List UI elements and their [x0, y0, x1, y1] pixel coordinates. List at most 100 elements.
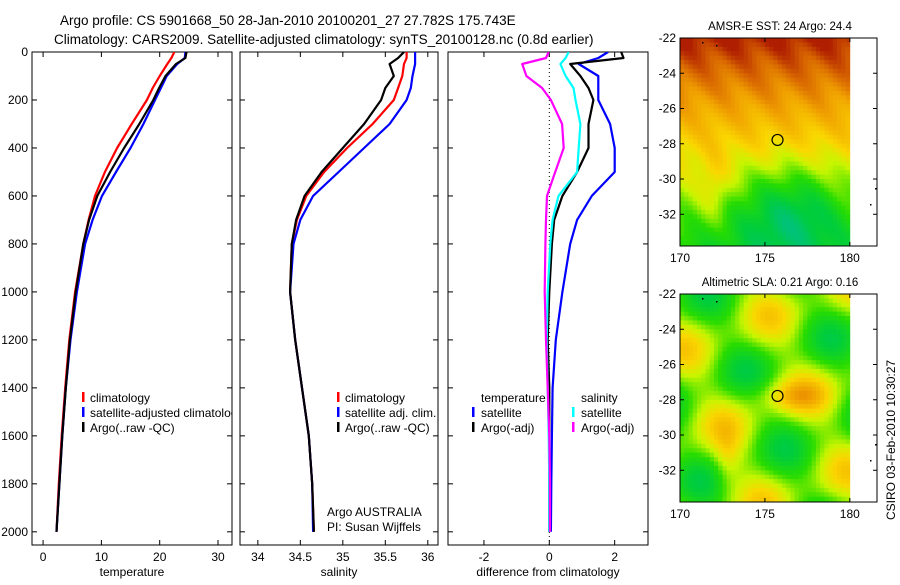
map-cell	[680, 404, 685, 409]
map-cell	[790, 68, 795, 74]
map-cell	[824, 368, 829, 374]
map-cell	[815, 179, 821, 184]
map-cell	[760, 77, 766, 83]
map-cell	[760, 333, 766, 339]
map-cell	[811, 452, 817, 458]
map-cell	[786, 218, 791, 224]
map-cell	[824, 479, 829, 484]
map-cell	[680, 90, 685, 96]
map-cell	[684, 117, 689, 123]
map-cell	[747, 413, 753, 418]
map-cell	[697, 64, 702, 70]
map-cell	[798, 55, 804, 61]
map-cell	[794, 46, 800, 52]
map-cell	[701, 227, 706, 233]
map-cell	[718, 99, 723, 105]
map-cell	[824, 152, 829, 158]
map-cell	[769, 430, 774, 436]
map-cell	[760, 474, 766, 480]
map-cell	[769, 307, 774, 312]
map-cell	[828, 130, 834, 136]
map-cell	[735, 487, 740, 493]
map-cell	[756, 148, 761, 153]
map-cell	[837, 55, 842, 61]
map-cell	[803, 90, 808, 96]
map-cell	[841, 51, 846, 56]
map-cell	[803, 46, 808, 52]
map-cell	[680, 386, 685, 392]
map-cell	[684, 302, 689, 308]
map-cell	[756, 112, 761, 118]
map-cell	[777, 461, 783, 467]
map-cell	[692, 77, 698, 83]
map-cell	[845, 148, 851, 153]
map-cell	[726, 448, 732, 453]
map-cell	[841, 148, 846, 153]
map-cell	[680, 152, 685, 158]
map-cell	[786, 311, 791, 317]
map-cell	[777, 316, 783, 321]
map-cell	[828, 373, 834, 379]
map-cell	[811, 487, 817, 493]
map-cell	[718, 46, 723, 52]
map-cell	[807, 55, 812, 61]
map-cell	[735, 227, 740, 233]
map-cell	[735, 439, 740, 445]
map-cell	[718, 60, 723, 65]
map-cell	[841, 377, 846, 383]
map-cell	[726, 55, 732, 61]
map-cell	[815, 408, 821, 414]
map-cell	[739, 496, 744, 502]
map-cell	[769, 351, 774, 357]
map-cell	[730, 311, 736, 317]
map-cell	[714, 355, 719, 361]
map-cell	[845, 329, 851, 335]
map-cell	[760, 465, 766, 471]
map-cell	[730, 435, 736, 440]
map-cell	[803, 408, 808, 414]
map-cell	[777, 373, 783, 379]
map-cell	[688, 307, 694, 312]
map-cell	[828, 104, 834, 109]
map-cell	[730, 355, 736, 361]
map-cell	[730, 408, 736, 414]
map-cell	[773, 443, 778, 449]
map-cell	[790, 46, 795, 52]
map-cell	[709, 240, 715, 246]
map-cell	[803, 82, 808, 87]
map-cell	[730, 474, 736, 480]
map-cell	[773, 421, 778, 427]
map-cell	[811, 82, 817, 87]
map-cell	[764, 51, 770, 56]
map-cell	[828, 126, 834, 131]
map-cell	[807, 360, 812, 365]
map-cell	[824, 187, 829, 193]
map-cell	[811, 112, 817, 118]
map-cell	[777, 298, 783, 304]
map-cell	[743, 148, 749, 153]
map-cell	[743, 307, 749, 312]
map-cell	[781, 324, 787, 330]
map-cell	[781, 165, 787, 171]
map-cell	[798, 201, 804, 206]
map-cell	[709, 187, 715, 193]
map-cell	[743, 483, 749, 489]
map-cell	[837, 223, 842, 228]
map-cell	[794, 90, 800, 96]
map-cell	[688, 46, 694, 52]
map-cell	[773, 324, 778, 330]
map-cell	[820, 302, 825, 308]
map-cell	[781, 236, 787, 242]
map-cell	[714, 399, 719, 405]
map-cell	[815, 360, 821, 365]
map-cell	[820, 55, 825, 61]
map-cell	[811, 126, 817, 131]
map-cell	[845, 302, 851, 308]
map-cell	[811, 496, 817, 502]
map-cell	[790, 179, 795, 184]
map-cell	[688, 201, 694, 206]
map-cell	[688, 465, 694, 471]
map-cell	[790, 55, 795, 61]
map-cell	[837, 139, 842, 145]
map-cell	[756, 214, 761, 220]
